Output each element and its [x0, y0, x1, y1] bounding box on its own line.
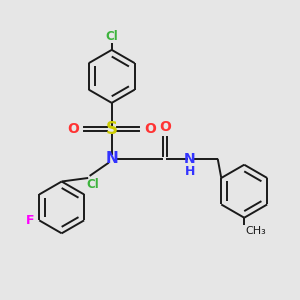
Text: Cl: Cl [105, 29, 118, 43]
Text: O: O [68, 122, 79, 136]
Text: F: F [26, 214, 34, 227]
Text: S: S [106, 120, 118, 138]
Text: N: N [105, 151, 118, 166]
Text: CH₃: CH₃ [246, 226, 266, 236]
Text: N: N [184, 152, 196, 166]
Text: O: O [144, 122, 156, 136]
Text: Cl: Cl [86, 178, 99, 191]
Text: H: H [185, 165, 196, 178]
Text: O: O [159, 120, 171, 134]
